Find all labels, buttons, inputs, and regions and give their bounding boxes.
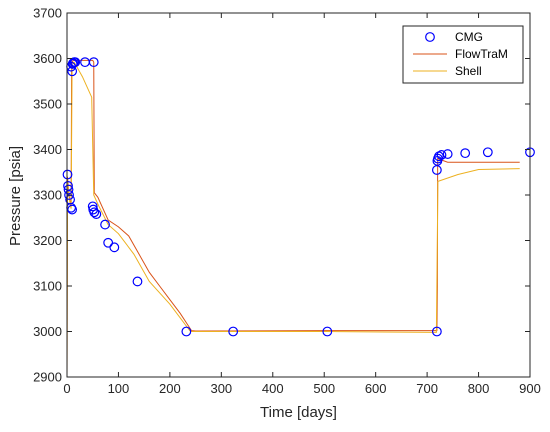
data-point-cmg [442, 149, 453, 159]
data-point-cmg [103, 237, 114, 248]
data-point-cmg [63, 184, 74, 195]
series-line-shell [66, 61, 520, 378]
data-point-cmg [91, 209, 102, 220]
x-axis-label: Time [days] [260, 404, 337, 421]
data-point-cmg [181, 326, 192, 337]
y-tick-label: 3700 [33, 6, 62, 21]
x-tick-label: 0 [63, 381, 70, 396]
x-tick-label: 700 [416, 381, 438, 396]
y-tick-label: 3500 [33, 97, 62, 112]
plot-markers [62, 57, 535, 337]
legend-swatch-cmg [425, 32, 435, 42]
y-tick-label: 3000 [33, 324, 62, 339]
legend-label-flowtram: FlowTraM [455, 47, 508, 61]
data-point-cmg [89, 207, 100, 218]
data-point-cmg [62, 169, 73, 180]
data-point-cmg [482, 147, 493, 158]
data-point-cmg [87, 201, 98, 212]
data-point-cmg [460, 148, 471, 159]
legend-label-shell: Shell [455, 64, 482, 78]
y-tick-label: 3300 [33, 188, 62, 203]
x-tick-label: 300 [210, 381, 232, 396]
y-tick-label: 3100 [33, 279, 62, 294]
x-tick-label: 500 [313, 381, 335, 396]
x-tick-label: 800 [468, 381, 490, 396]
data-point-cmg [434, 151, 444, 162]
y-tick-label: 2900 [33, 370, 62, 385]
data-point-cmg [228, 326, 239, 337]
data-point-cmg [67, 204, 78, 215]
data-point-cmg [64, 190, 74, 200]
x-tick-label: 100 [108, 381, 130, 396]
data-point-cmg [63, 180, 73, 191]
series-line-flowtram [66, 59, 520, 378]
data-point-cmg [70, 57, 81, 68]
x-tick-label: 200 [159, 381, 181, 396]
data-point-cmg [100, 219, 110, 230]
data-point-cmg [431, 326, 442, 337]
ticks: 0 100 200 300 400 500 600 700 800 900 2900 3000 3100… [33, 6, 541, 397]
data-point-cmg [322, 326, 333, 337]
legend-label-cmg: CMG [455, 30, 483, 44]
y-tick-label: 3200 [33, 233, 62, 248]
x-tick-label: 400 [262, 381, 284, 396]
x-tick-label: 600 [365, 381, 387, 396]
x-tick-label: 900 [519, 381, 541, 396]
data-point-cmg [109, 242, 120, 253]
legend: CMG FlowTraM Shell [402, 25, 524, 84]
y-tick-label: 3600 [33, 51, 62, 66]
data-point-cmg [436, 150, 447, 160]
y-axis-label: Pressure [psia] [7, 146, 24, 246]
data-point-cmg [132, 276, 143, 287]
data-point-cmg [80, 57, 90, 68]
plot-lines [66, 59, 520, 378]
y-tick-label: 3400 [33, 142, 62, 157]
data-point-cmg [431, 165, 442, 175]
data-point-cmg [88, 57, 99, 68]
